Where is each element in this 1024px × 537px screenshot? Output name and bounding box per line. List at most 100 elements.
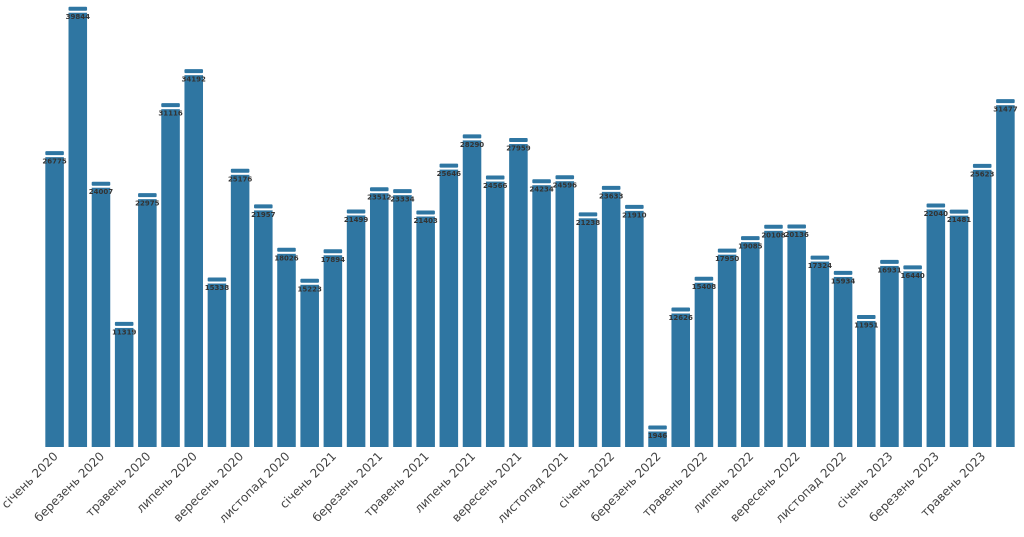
bar-cap <box>648 425 667 430</box>
bar-cap <box>416 210 435 215</box>
value-label: 25646 <box>437 170 461 178</box>
bar-cap-highlight <box>881 264 898 266</box>
bar-cap <box>68 6 88 11</box>
bar-cap-highlight <box>626 209 643 211</box>
value-label: 22040 <box>924 210 948 218</box>
bar-вересень-2021 <box>509 144 528 448</box>
bar-cap <box>810 255 830 260</box>
bar-червень-2022 <box>717 254 737 447</box>
bar-cap-highlight <box>301 283 318 285</box>
bar-квітень-2023 <box>949 215 969 447</box>
bar-cap-highlight <box>765 229 782 231</box>
value-label: 15338 <box>205 284 229 292</box>
bar-cap <box>532 179 551 184</box>
bar-березень-2022 <box>648 431 667 447</box>
bars-group <box>45 6 1015 448</box>
value-label: 25623 <box>970 170 994 178</box>
value-label: 23633 <box>599 192 623 200</box>
value-label: 18026 <box>274 254 298 262</box>
bar-cap-highlight <box>973 168 991 170</box>
bar-cap-highlight <box>742 240 759 242</box>
bar-cap-highlight <box>440 168 458 170</box>
bar-лютий-2020 <box>68 12 88 447</box>
value-label: 11951 <box>854 321 878 329</box>
bar-березень-2020 <box>91 187 111 447</box>
bar-cap-highlight <box>834 275 852 277</box>
bar-лютий-2023 <box>903 271 922 447</box>
bar-грудень-2022 <box>856 320 876 447</box>
bar-серпень-2022 <box>764 230 783 447</box>
value-label: 21499 <box>344 216 368 224</box>
bar-cap <box>161 103 180 108</box>
bar-cap-highlight <box>139 197 156 199</box>
value-label: 23512 <box>367 194 391 202</box>
value-label: 31116 <box>158 110 182 118</box>
bar-cap-highlight <box>695 281 713 283</box>
bar-cap-highlight <box>92 186 110 188</box>
bar-серпень-2021 <box>485 181 505 448</box>
bar-cap-highlight <box>510 142 527 144</box>
bar-cap-highlight <box>811 260 829 262</box>
bar-cap-highlight <box>324 253 342 255</box>
bar-cap-highlight <box>950 214 968 216</box>
bar-cap-highlight <box>857 319 875 321</box>
value-label: 19085 <box>738 243 762 251</box>
bar-cap-highlight <box>579 216 597 219</box>
value-label: 17950 <box>715 255 739 263</box>
value-label: 27959 <box>506 145 530 153</box>
bar-березень-2023 <box>926 209 946 447</box>
bar-cap-highlight <box>417 215 434 217</box>
bar-cap-highlight <box>649 430 666 432</box>
value-label: 15408 <box>692 283 716 291</box>
bar-листопад-2020 <box>277 253 296 447</box>
bar-cap-highlight <box>208 282 226 284</box>
bar-cap <box>91 181 111 186</box>
bar-cap <box>625 204 644 209</box>
bar-cap <box>949 209 969 214</box>
bar-cap <box>509 138 528 143</box>
bar-жовтень-2022 <box>810 261 830 447</box>
bar-cap <box>184 69 204 74</box>
bar-cap <box>138 193 157 198</box>
value-label: 20136 <box>785 231 809 239</box>
bar-cap <box>300 278 319 283</box>
value-label: 16931 <box>877 266 901 274</box>
bar-квітень-2021 <box>393 195 412 447</box>
value-label: 25176 <box>228 175 252 183</box>
bar-cap-highlight <box>904 269 921 272</box>
bar-cap <box>323 249 343 254</box>
value-label: 26775 <box>42 158 66 166</box>
value-label: 39844 <box>66 13 90 21</box>
bar-жовтень-2021 <box>532 185 551 447</box>
value-label: 11319 <box>112 328 136 336</box>
bar-cap <box>393 189 412 194</box>
bar-вересень-2022 <box>787 230 806 447</box>
bar-квітень-2020 <box>114 327 134 447</box>
bar-cap <box>856 314 876 319</box>
bar-cap-highlight <box>115 326 133 328</box>
bar-cap <box>972 163 992 168</box>
bar-cap-highlight <box>185 73 203 75</box>
bar-листопад-2021 <box>555 181 575 447</box>
value-label: 24566 <box>483 182 507 190</box>
value-label: 16440 <box>900 272 924 280</box>
value-label: 24596 <box>553 182 577 190</box>
value-label: 21481 <box>947 216 971 224</box>
bar-cap <box>462 134 482 139</box>
bar-cap-highlight <box>997 103 1014 105</box>
bar-квітень-2022 <box>671 313 691 447</box>
value-label: 21403 <box>413 217 437 225</box>
bar-cap <box>578 212 598 217</box>
bar-cap <box>601 185 621 190</box>
value-label: 20108 <box>761 231 785 239</box>
bar-cap <box>114 321 134 326</box>
bar-cap <box>903 265 922 270</box>
bar-жовтень-2020 <box>254 210 273 447</box>
bar-cap <box>369 187 389 192</box>
bar-cap-highlight <box>46 155 63 157</box>
bar-cap-highlight <box>556 179 574 181</box>
value-label: 24007 <box>89 188 113 196</box>
bar-cap <box>996 99 1015 104</box>
